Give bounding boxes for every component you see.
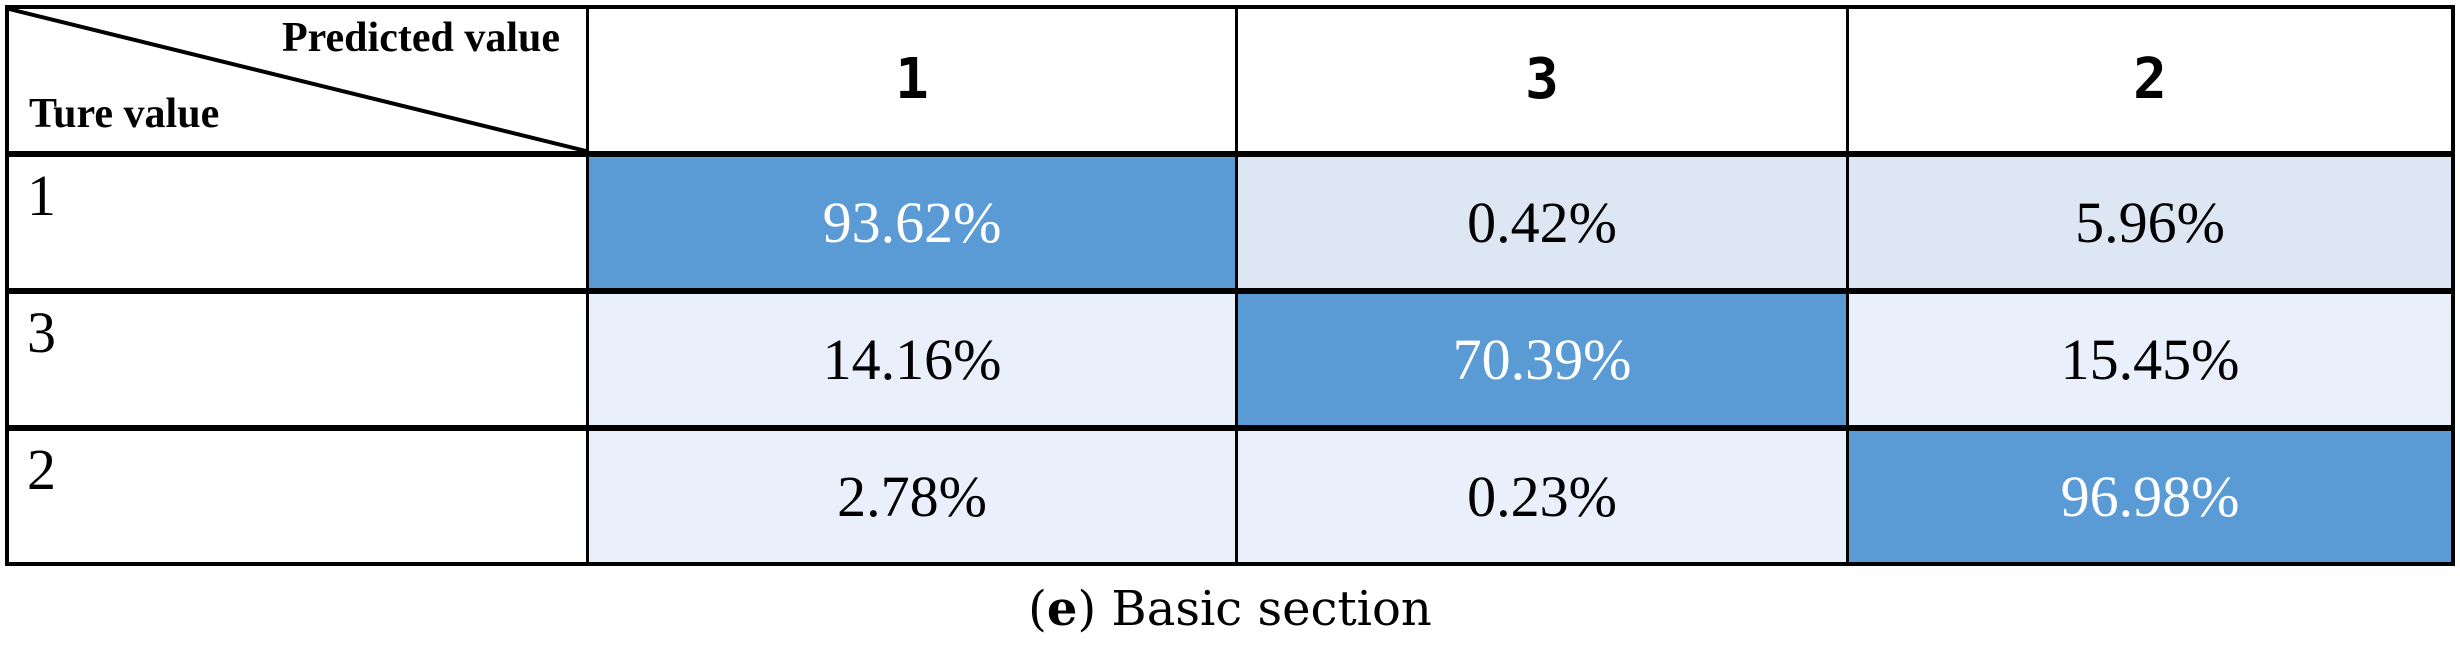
confusion-matrix-table: Predicted value Ture value 1 3 2 1 93.62… [5, 5, 2455, 566]
matrix-cell-true3-pred3: 70.39% [1238, 294, 1846, 425]
matrix-cell-true2-pred2: 96.98% [1849, 431, 2451, 562]
matrix-cell-true1-pred2: 5.96% [1849, 157, 2451, 288]
caption-paren-open: ( [1028, 581, 1047, 637]
matrix-cell-true3-pred2: 15.45% [1849, 294, 2451, 425]
row-header-true-3: 3 [9, 294, 586, 425]
true-value-axis-label: Ture value [29, 91, 220, 137]
row-header-true-1: 1 [9, 157, 586, 288]
predicted-value-axis-label: Predicted value [281, 15, 560, 61]
matrix-cell-true1-pred1: 93.62% [589, 157, 1235, 288]
caption-paren-close: ) [1077, 581, 1097, 637]
corner-header-cell: Predicted value Ture value [9, 9, 586, 151]
row-header-true-2: 2 [9, 431, 586, 562]
matrix-cell-true2-pred3: 0.23% [1238, 431, 1846, 562]
diagonal-divider-line [9, 9, 586, 151]
matrix-cell-true2-pred1: 2.78% [589, 431, 1235, 562]
column-header-predicted-2: 2 [1849, 9, 2451, 151]
matrix-cell-true3-pred1: 14.16% [589, 294, 1235, 425]
column-header-predicted-3: 3 [1238, 9, 1846, 151]
matrix-cell-true1-pred3: 0.42% [1238, 157, 1846, 288]
caption-text: Basic section [1096, 581, 1432, 637]
column-header-predicted-1: 1 [589, 9, 1235, 151]
figure-caption: (e) Basic section [0, 578, 2460, 640]
caption-subfigure-letter: e [1046, 581, 1078, 637]
